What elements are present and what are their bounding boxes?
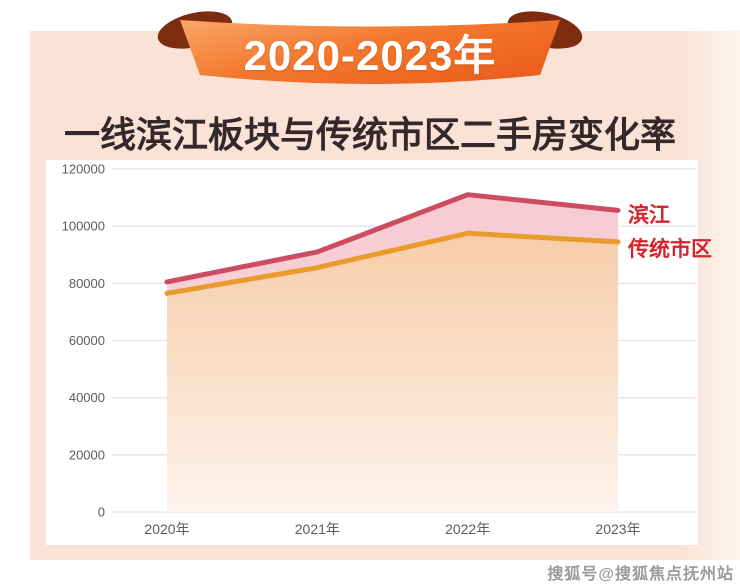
ribbon-shape: [157, 11, 583, 84]
svg-text:60000: 60000: [69, 333, 105, 348]
legend-binjiang: 滨江: [628, 204, 670, 227]
y-axis-labels: 120000 100000 80000 60000 40000 20000 0: [62, 162, 105, 520]
svg-text:2021年: 2021年: [295, 521, 340, 537]
chart-subtitle: 一线滨江板块与传统市区二手房变化率: [63, 114, 676, 155]
banner-title: 2020-2023年: [243, 31, 497, 79]
ribbon-body: [180, 20, 560, 84]
svg-text:40000: 40000: [69, 390, 105, 405]
area-fills: [167, 194, 618, 513]
x-axis-labels: 2020年 2021年 2022年 2023年: [144, 521, 640, 537]
svg-text:2020年: 2020年: [144, 521, 189, 537]
svg-text:80000: 80000: [69, 276, 105, 291]
svg-text:20000: 20000: [69, 447, 105, 462]
svg-text:100000: 100000: [62, 219, 105, 234]
svg-text:2022年: 2022年: [445, 521, 490, 537]
chart-panel: 120000 100000 80000 60000 40000 20000 0 2020年 2…: [46, 160, 698, 545]
ribbon-banner: [153, 6, 587, 94]
watermark: 搜狐号@搜狐焦点抚州站: [547, 566, 734, 583]
svg-text:2023年: 2023年: [595, 521, 640, 537]
svg-text:0: 0: [98, 505, 105, 520]
series-lines: [164, 192, 621, 296]
legend-chuantong: 传统市区: [628, 238, 712, 261]
svg-text:120000: 120000: [62, 162, 105, 177]
